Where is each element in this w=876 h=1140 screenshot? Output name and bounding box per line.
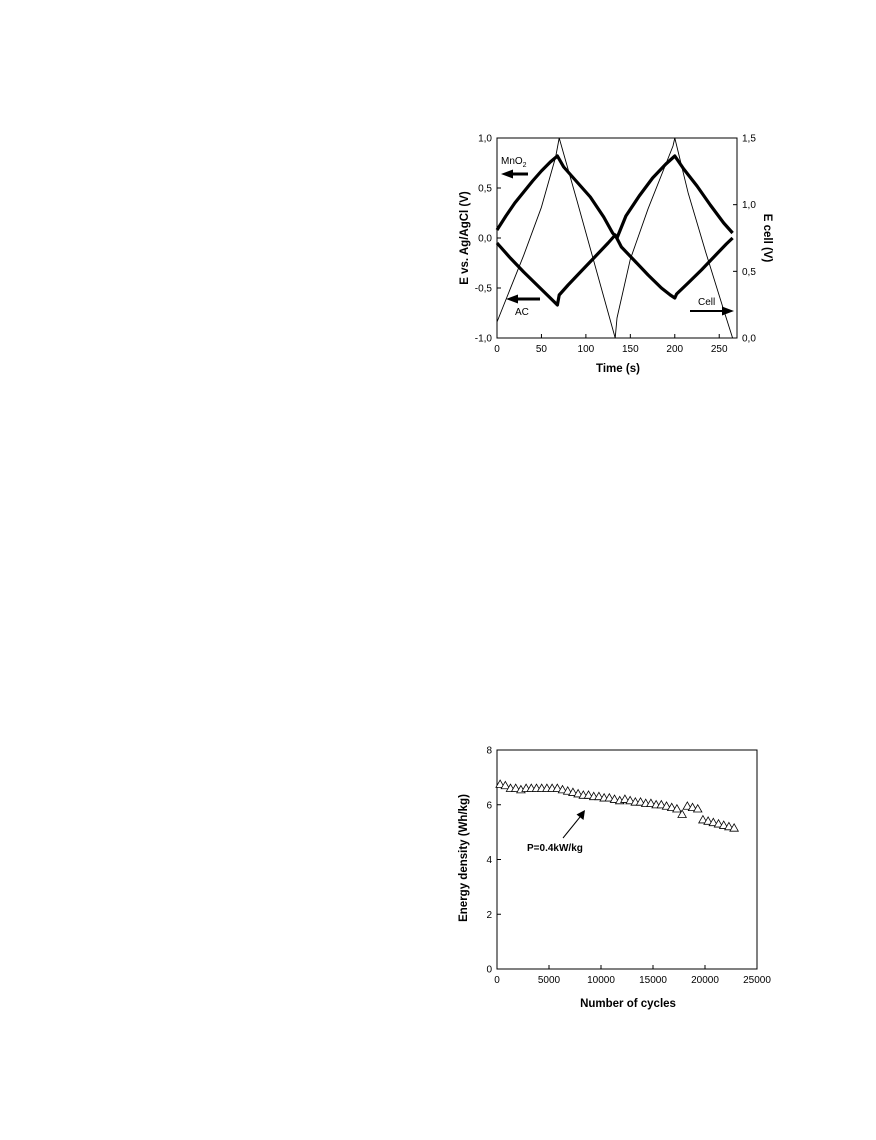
chart2-data-point	[510, 783, 521, 792]
chart2-data-point	[500, 780, 511, 790]
chart1-y2-axis-title: E cell (V)	[761, 214, 773, 263]
chart2-data-point	[635, 797, 646, 806]
chart1-series-cell-line	[496, 137, 734, 339]
chart2-data-point	[698, 814, 708, 824]
chart1-x-tick-label: 100	[578, 344, 595, 355]
mno2-annotation-main: MnO	[501, 156, 523, 167]
chart1-x-tick-label: 200	[666, 344, 683, 355]
chart2-data-point	[687, 802, 698, 812]
chart2-data-point	[724, 821, 734, 831]
chart-charge-discharge: 0 50 100 150 200 250 -1,0 -0,5 0,0 0,5 1,0 0,0 0,5…	[459, 134, 773, 376]
chart2-x-axis-title: Number of cycles	[580, 998, 676, 1010]
chart2-data-point	[708, 817, 719, 827]
chart1-y2-tick-label: 1,5	[742, 134, 756, 145]
chart2-data-point	[583, 790, 594, 799]
chart2-x-tick-label: 20000	[691, 975, 719, 986]
cell-arrow-icon	[690, 306, 734, 316]
mno2-annotation-subscript: 2	[523, 162, 527, 169]
chart1-x-ticks: 0 50 100 150 200 250	[494, 334, 728, 355]
chart2-data-point	[677, 809, 688, 818]
chart2-data-point	[568, 787, 578, 796]
chart2-data-point	[672, 803, 682, 813]
chart2-data-point	[718, 820, 729, 829]
chart2-data-point	[625, 795, 636, 805]
chart2-x-tick-label: 25000	[743, 975, 771, 986]
chart2-data-point	[713, 818, 724, 828]
chart2-y-tick-label: 8	[486, 746, 492, 757]
mno2-arrow-icon	[501, 169, 528, 179]
chart2-plot-frame	[496, 749, 758, 970]
chart2-data-point	[573, 788, 584, 798]
chart1-y-tick-label: -0,5	[475, 284, 493, 295]
chart2-data-point	[562, 786, 573, 795]
cell-annotation: Cell	[698, 297, 715, 308]
chart1-x-tick-label: 250	[711, 344, 728, 355]
chart2-y-tick-label: 4	[486, 855, 492, 866]
chart2-data-point	[692, 803, 703, 813]
chart2-data-point	[656, 799, 667, 809]
chart1-y-ticks: -1,0 -0,5 0,0 0,5 1,0	[475, 134, 501, 345]
chart2-x-tick-label: 15000	[639, 975, 667, 986]
chart2-data-point	[729, 823, 740, 832]
chart1-series-layer	[495, 137, 734, 339]
chart2-data-point	[646, 798, 656, 807]
chart2-data-point	[552, 783, 563, 792]
chart-cycle-life: 0 5000 10000 15000 20000 25000 0 2 4 6 8 Number o…	[458, 746, 771, 1011]
chart1-y-tick-label: 0,5	[478, 184, 492, 195]
chart2-x-tick-label: 10000	[587, 975, 615, 986]
chart1-series-ac-line	[495, 233, 734, 307]
chart2-y-ticks: 0 2 4 6 8	[486, 746, 501, 976]
chart2-x-tick-label: 5000	[538, 975, 561, 986]
chart1-y-tick-label: -1,0	[475, 334, 493, 345]
chart1-y-tick-label: 1,0	[478, 134, 492, 145]
ac-annotation: AC	[515, 307, 529, 318]
chart2-data-point	[594, 791, 604, 801]
chart2-points-layer	[495, 779, 740, 832]
chart2-data-point	[703, 816, 714, 825]
chart1-y2-tick-label: 0,5	[742, 267, 756, 278]
chart2-data-point	[495, 779, 506, 788]
chart1-x-tick-label: 50	[536, 344, 548, 355]
chart2-data-point	[682, 801, 693, 810]
chart1-x-tick-label: 0	[494, 344, 500, 355]
chart2-data-point	[666, 802, 677, 812]
chart2-y-tick-label: 0	[486, 965, 492, 976]
chart2-data-point	[604, 792, 615, 802]
chart2-x-ticks: 0 5000 10000 15000 20000 25000	[494, 965, 771, 986]
chart1-x-axis-title: Time (s)	[596, 363, 640, 375]
chart2-data-point	[609, 794, 620, 803]
chart1-y2-tick-label: 0,0	[742, 334, 756, 345]
chart2-y-tick-label: 6	[486, 800, 492, 811]
chart1-series-mno2-line	[495, 154, 734, 240]
power-annotation-arrow-icon	[562, 810, 585, 839]
chart1-y-tick-label: 0,0	[478, 234, 492, 245]
chart2-y-axis-title: Energy density (Wh/kg)	[458, 794, 470, 922]
chart1-y2-tick-label: 1,0	[742, 200, 756, 211]
chart2-data-point	[557, 784, 568, 794]
mno2-annotation: MnO2	[501, 156, 527, 169]
chart2-y-tick-label: 2	[486, 910, 492, 921]
ac-arrow-icon	[506, 294, 540, 304]
chart2-x-tick-label: 0	[494, 975, 500, 986]
chart2-data-point	[661, 801, 672, 810]
chart2-data-point	[620, 794, 630, 803]
chart1-y-axis-title: E vs. Ag/AgCl (V)	[459, 191, 471, 285]
power-annotation: P=0.4kW/kg	[527, 843, 583, 854]
chart1-x-tick-label: 150	[622, 344, 639, 355]
chart1-y2-ticks: 0,0 0,5 1,0 1,5	[733, 134, 756, 345]
